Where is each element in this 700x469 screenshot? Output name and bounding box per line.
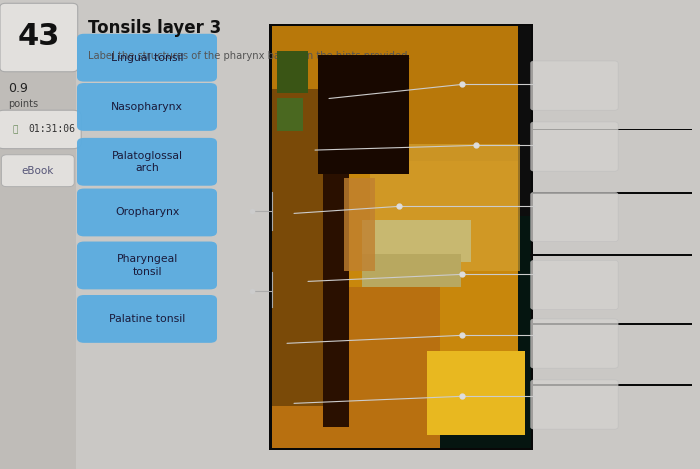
Text: eBook: eBook [22,166,54,176]
FancyBboxPatch shape [531,61,618,110]
Bar [370,144,520,271]
FancyBboxPatch shape [531,192,618,242]
Text: Nasopharynx: Nasopharynx [111,102,183,112]
Text: 01:31:06: 01:31:06 [28,124,75,135]
Text: Palatoglossal
arch: Palatoglossal arch [111,151,183,173]
Bar [344,178,375,271]
Text: 43: 43 [18,22,60,51]
Bar [272,287,440,448]
Bar [414,216,531,448]
FancyBboxPatch shape [77,189,217,236]
FancyBboxPatch shape [0,110,81,149]
Bar [0,70,76,469]
FancyBboxPatch shape [77,138,217,186]
Text: Pharyngeal
tonsil: Pharyngeal tonsil [116,254,178,277]
FancyBboxPatch shape [531,319,618,368]
Text: Lingual tonsil: Lingual tonsil [111,53,183,63]
Bar [363,220,471,262]
Text: Oropharynx: Oropharynx [115,207,179,218]
FancyBboxPatch shape [77,34,217,82]
Text: Palatine tonsil: Palatine tonsil [109,314,185,324]
FancyBboxPatch shape [531,260,618,310]
FancyBboxPatch shape [0,3,78,72]
FancyBboxPatch shape [77,83,217,131]
Text: Tonsils layer 3: Tonsils layer 3 [88,19,220,37]
Bar [530,323,692,325]
Bar [323,123,349,427]
Bar [272,26,531,448]
Bar [272,26,518,195]
Bar [318,55,409,174]
Bar [530,192,692,194]
Bar [276,51,308,93]
FancyBboxPatch shape [77,295,217,343]
Text: points: points [8,99,38,109]
Bar [272,89,328,406]
Bar [276,98,302,131]
FancyBboxPatch shape [531,122,618,171]
Text: Label the structures of the pharynx based on the hints provided.: Label the structures of the pharynx base… [88,51,410,61]
Bar [530,384,692,386]
Text: 0.9: 0.9 [8,82,28,95]
FancyBboxPatch shape [531,380,618,429]
FancyBboxPatch shape [1,155,74,187]
FancyBboxPatch shape [77,242,217,289]
Bar [530,254,692,256]
Bar [284,161,518,363]
Text: ⌛: ⌛ [13,125,18,134]
Bar [427,351,526,435]
Bar [269,24,533,450]
Bar [530,129,692,130]
Bar [363,254,461,287]
